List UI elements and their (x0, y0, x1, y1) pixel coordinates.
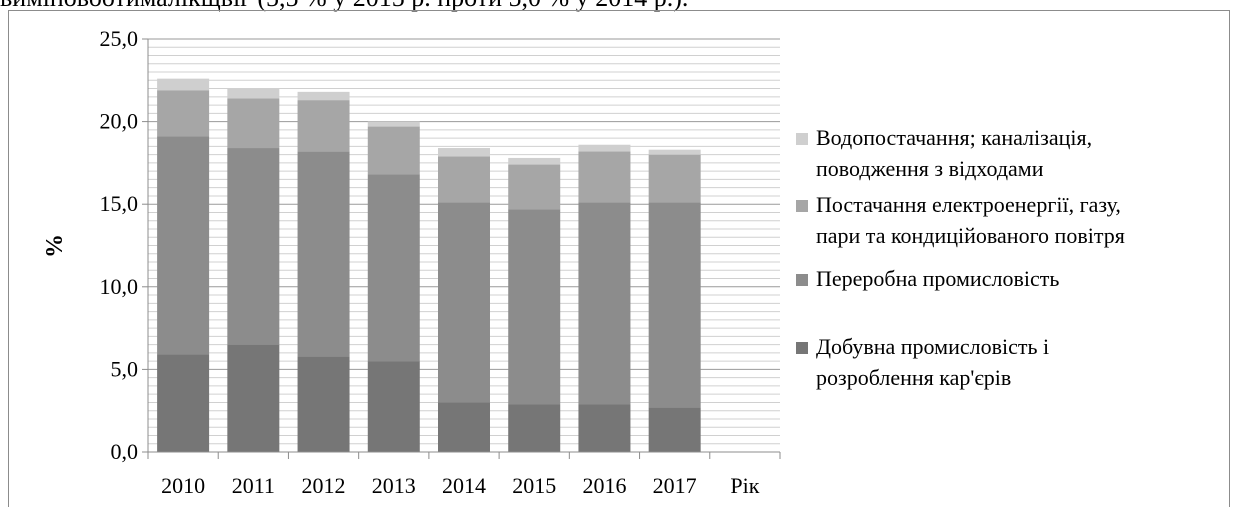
legend-swatch (796, 342, 808, 354)
bar-segment-2011-series-2 (227, 148, 280, 345)
bar-segment-2012-series-4 (297, 91, 350, 101)
legend-label: поводження з відходами (816, 156, 1044, 181)
axes (142, 38, 781, 459)
bar-segment-2015-series-2 (508, 209, 561, 405)
bar-segment-2012-series-3 (297, 100, 350, 152)
bar-segment-2013-series-4 (367, 121, 420, 127)
bar-segment-2010-series-1 (157, 354, 210, 452)
x-tick-label: 2010 (161, 473, 205, 498)
bar-segment-2011-series-3 (227, 98, 280, 149)
legend-label: Водопостачання; каналізація, (816, 125, 1092, 150)
x-tick-label: Рік (730, 473, 759, 498)
bar-segment-2013-series-2 (367, 174, 420, 362)
bar-segment-2010-series-3 (157, 90, 210, 137)
bar-segment-2014-series-1 (438, 402, 490, 452)
x-tick-label: 2016 (582, 473, 626, 498)
x-tick-label: 2015 (512, 473, 556, 498)
bar-segment-2015-series-4 (508, 157, 561, 165)
page-header-text: виміповоотималікщвіг (5,5 % у 2015 р. пр… (0, 0, 1233, 13)
legend-label: пари та кондиційованого повітря (816, 223, 1125, 248)
bar-segment-2015-series-3 (508, 164, 561, 210)
bar-segment-2013-series-1 (367, 361, 420, 452)
bar-segment-2011-series-1 (227, 344, 280, 452)
y-tick-label: 5,0 (111, 356, 139, 381)
bar-segment-2011-series-4 (227, 88, 280, 99)
legend-swatch (796, 274, 808, 286)
bar-segment-2016-series-2 (578, 202, 631, 405)
bar-segment-2014-series-4 (438, 148, 490, 157)
x-tick-labels: 2010 2011 2012 2013 2014 2015 2016 2017 Рік (161, 473, 760, 498)
legend-swatch (796, 200, 808, 212)
bar-segment-2010-series-4 (157, 78, 210, 91)
y-tick-label: 0,0 (111, 439, 139, 464)
y-tick-label: 10,0 (100, 274, 139, 299)
bar-segment-2013-series-3 (367, 126, 420, 175)
legend-label: розроблення кар'єрів (816, 365, 1011, 390)
x-tick-label: 2017 (653, 473, 697, 498)
legend: Водопостачання; каналізація, поводження з… (796, 125, 1125, 390)
bar-segment-2017-series-2 (648, 202, 701, 408)
legend-swatch (796, 133, 808, 145)
bars (157, 78, 701, 452)
x-tick-label: 2013 (372, 473, 416, 498)
chart-frame (8, 10, 1230, 507)
bar-segment-2010-series-2 (157, 136, 210, 355)
bar-segment-2012-series-2 (297, 151, 350, 357)
legend-label: Постачання електроенергії, газу, (816, 192, 1121, 217)
y-tick-label: 15,0 (100, 191, 139, 216)
x-tick-label: 2012 (302, 473, 346, 498)
bar-segment-2014-series-2 (438, 202, 490, 403)
bar-segment-2014-series-3 (438, 156, 490, 203)
y-axis-title: % (42, 234, 68, 258)
bar-segment-2017-series-3 (648, 154, 701, 203)
x-tick-label: 2014 (442, 473, 486, 498)
bar-segment-2016-series-1 (578, 404, 631, 452)
bar-segment-2016-series-3 (578, 151, 631, 203)
y-tick-labels: 0,0 5,0 10,0 15,0 20,0 25,0 (100, 26, 139, 464)
y-tick-label: 25,0 (100, 26, 139, 51)
bar-segment-2017-series-1 (648, 407, 701, 452)
bar-segment-2012-series-1 (297, 356, 350, 452)
bar-segment-2015-series-1 (508, 404, 561, 452)
bar-segment-2016-series-4 (578, 144, 631, 152)
bar-segment-2017-series-4 (648, 149, 701, 155)
legend-label: Добувна промисловість і (816, 334, 1049, 359)
y-tick-label: 20,0 (100, 109, 139, 134)
legend-label: Переробна промисловість (816, 266, 1059, 291)
x-tick-label: 2011 (232, 473, 275, 498)
